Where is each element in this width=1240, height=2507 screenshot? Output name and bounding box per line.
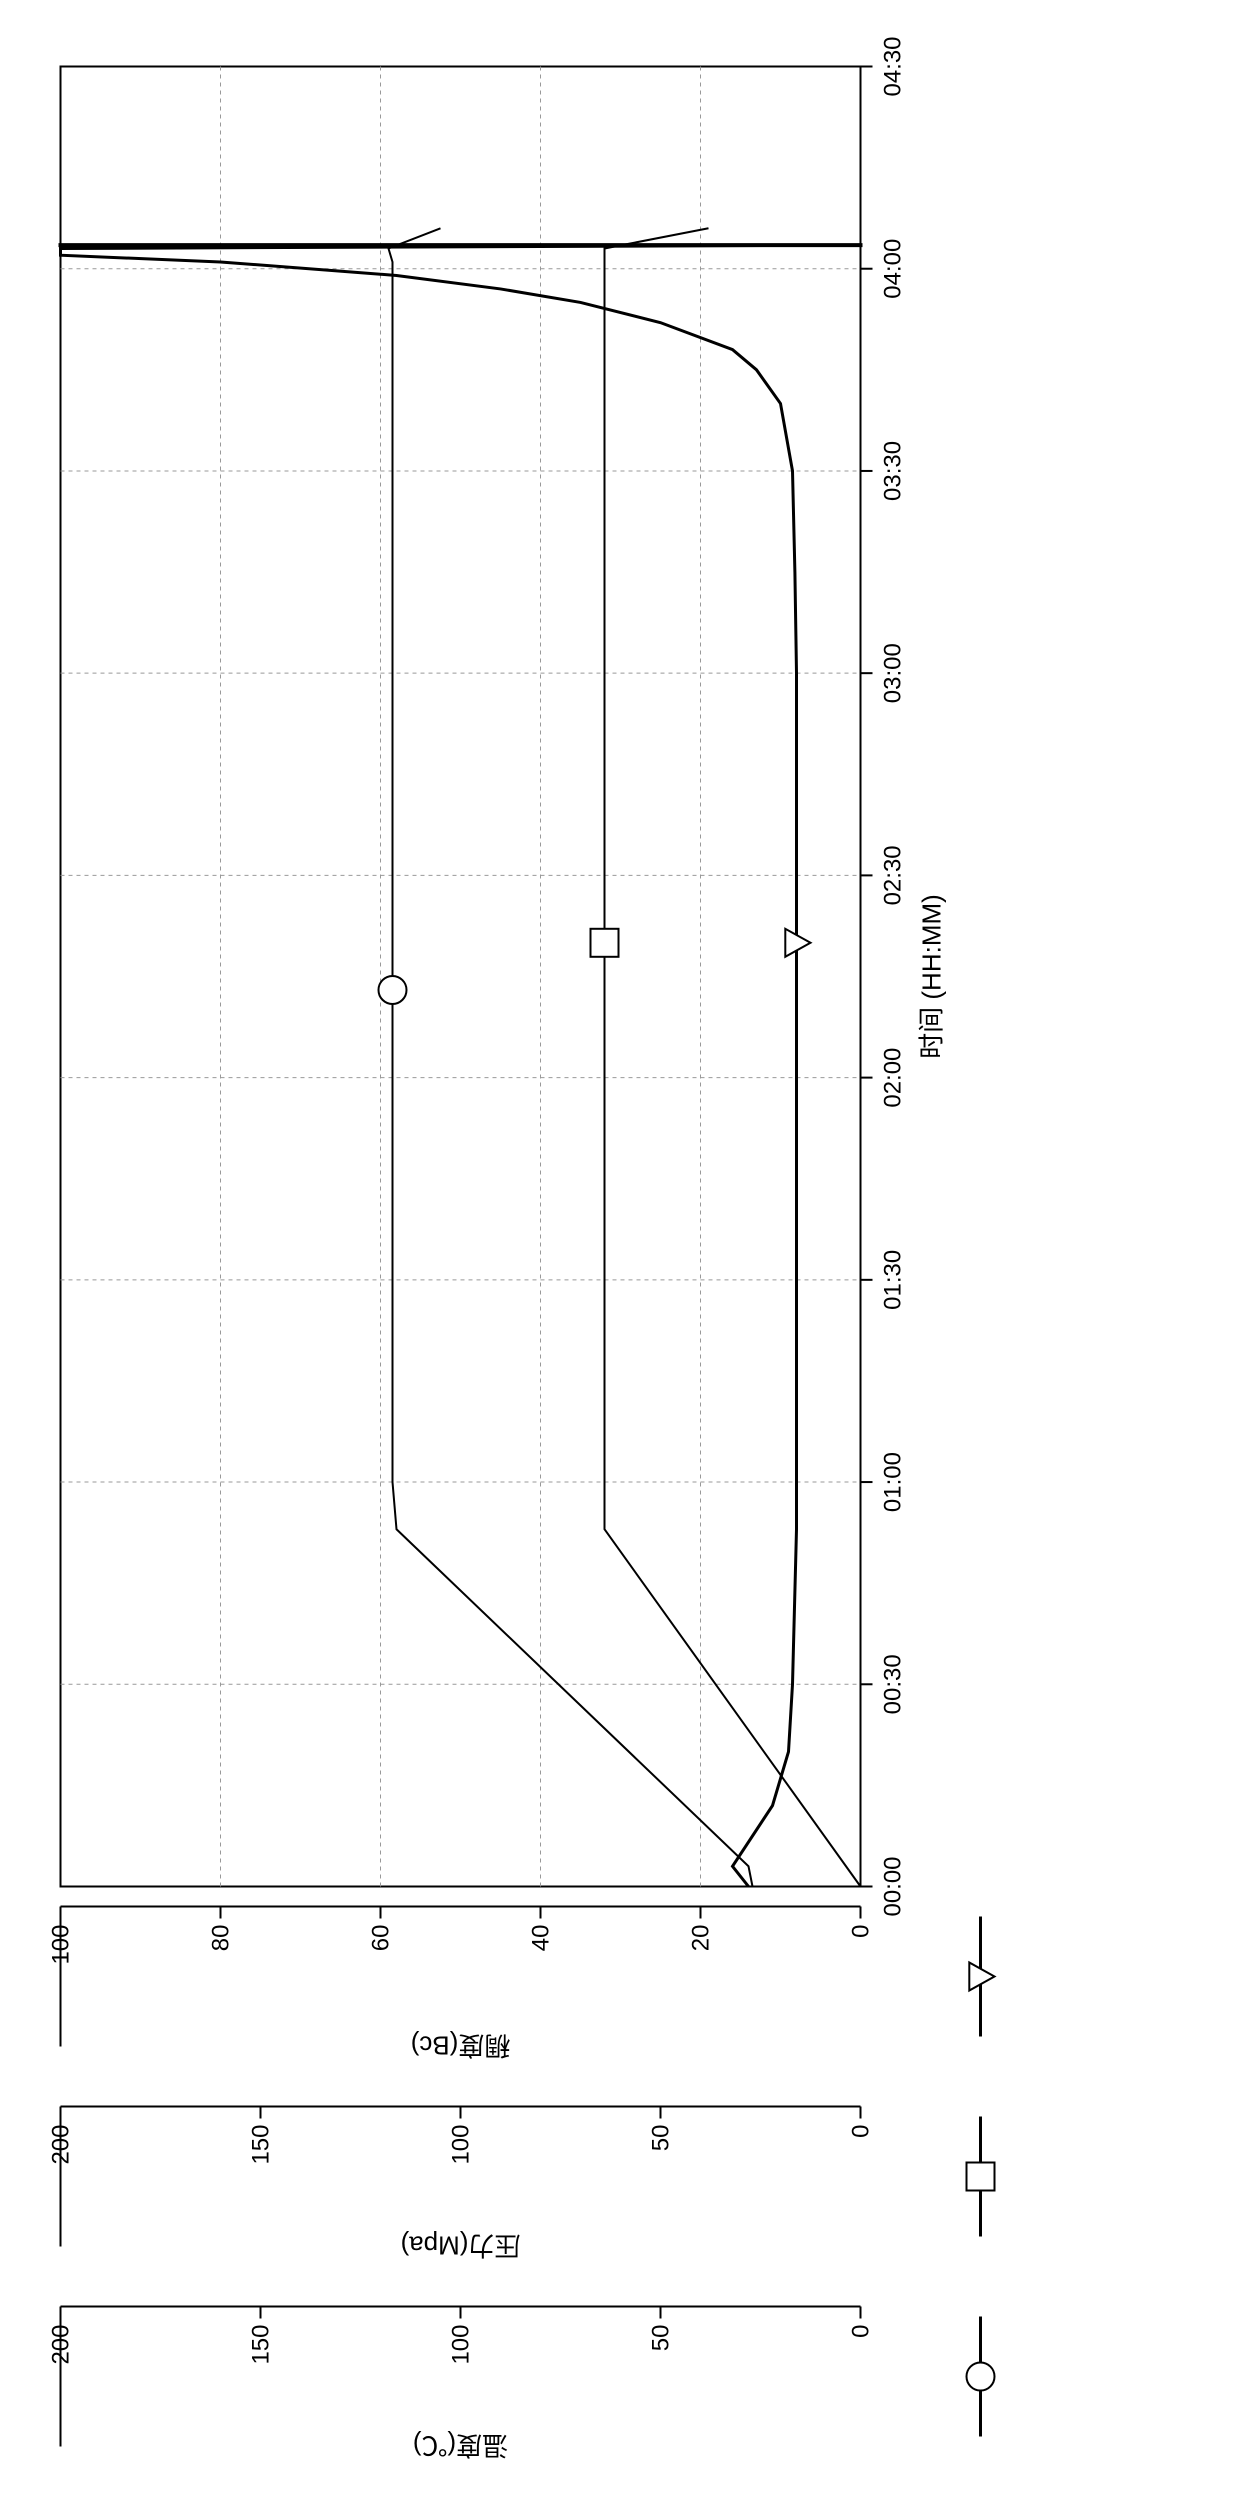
x-tick-label: 00:00 — [880, 1856, 907, 1916]
x-tick-label: 04:30 — [880, 36, 907, 96]
series-line-consistency — [61, 245, 861, 1886]
series-marker-temperature — [379, 976, 407, 1004]
x-tick-label: 02:00 — [880, 1048, 907, 1108]
plot-border — [61, 67, 861, 1887]
y-axis-label-temperature: 温度(℃) — [413, 2431, 508, 2461]
y-tick-label-pressure: 100 — [448, 2125, 475, 2165]
y-tick-label-pressure: 50 — [648, 2125, 675, 2152]
chart-svg: 00:00 00:30 01:00 01:30 02:00 02:30 03:00 03:30… — [1, 0, 1240, 2507]
x-tick-label: 03:00 — [880, 643, 907, 703]
x-tick-label: 04:00 — [880, 239, 907, 299]
legend-marker-pressure — [967, 2163, 995, 2191]
series-marker-pressure — [591, 929, 619, 957]
figure-container: 00:00 00:30 01:00 01:30 02:00 02:30 03:00 03:30… — [1, 0, 1240, 2507]
x-tick-label: 01:30 — [880, 1250, 907, 1310]
y-tick-label-consistency: 60 — [368, 1925, 395, 1952]
y-tick-label-consistency: 80 — [208, 1925, 235, 1952]
y-tick-label-temperature: 50 — [648, 2325, 675, 2352]
y-axis-label-pressure: 压力(Mpa) — [401, 2231, 521, 2261]
y-tick-label-consistency: 40 — [528, 1925, 555, 1952]
y-tick-label-consistency: 100 — [48, 1925, 75, 1965]
x-tick-label: 00:30 — [880, 1654, 907, 1714]
y-tick-label-temperature: 100 — [448, 2325, 475, 2365]
y-tick-label-pressure: 150 — [248, 2125, 275, 2165]
series-line-temperature — [389, 228, 753, 1886]
y-tick-label-temperature: 0 — [848, 2325, 875, 2338]
series-line-pressure — [605, 228, 861, 1886]
x-axis-label: 时间 (HH:MM) — [917, 894, 947, 1059]
x-tick-label: 02:30 — [880, 845, 907, 905]
y-tick-label-consistency: 0 — [848, 1925, 875, 1938]
y-axis-label-consistency: 稠度(Bc) — [411, 2031, 511, 2061]
legend-marker-temperature — [967, 2363, 995, 2391]
y-tick-label-consistency: 20 — [688, 1925, 715, 1952]
y-tick-label-temperature: 200 — [48, 2325, 75, 2365]
x-tick-label: 01:00 — [880, 1452, 907, 1512]
y-tick-label-temperature: 150 — [248, 2325, 275, 2365]
y-tick-label-pressure: 200 — [48, 2125, 75, 2165]
y-tick-label-pressure: 0 — [848, 2125, 875, 2138]
x-tick-label: 03:30 — [880, 441, 907, 501]
